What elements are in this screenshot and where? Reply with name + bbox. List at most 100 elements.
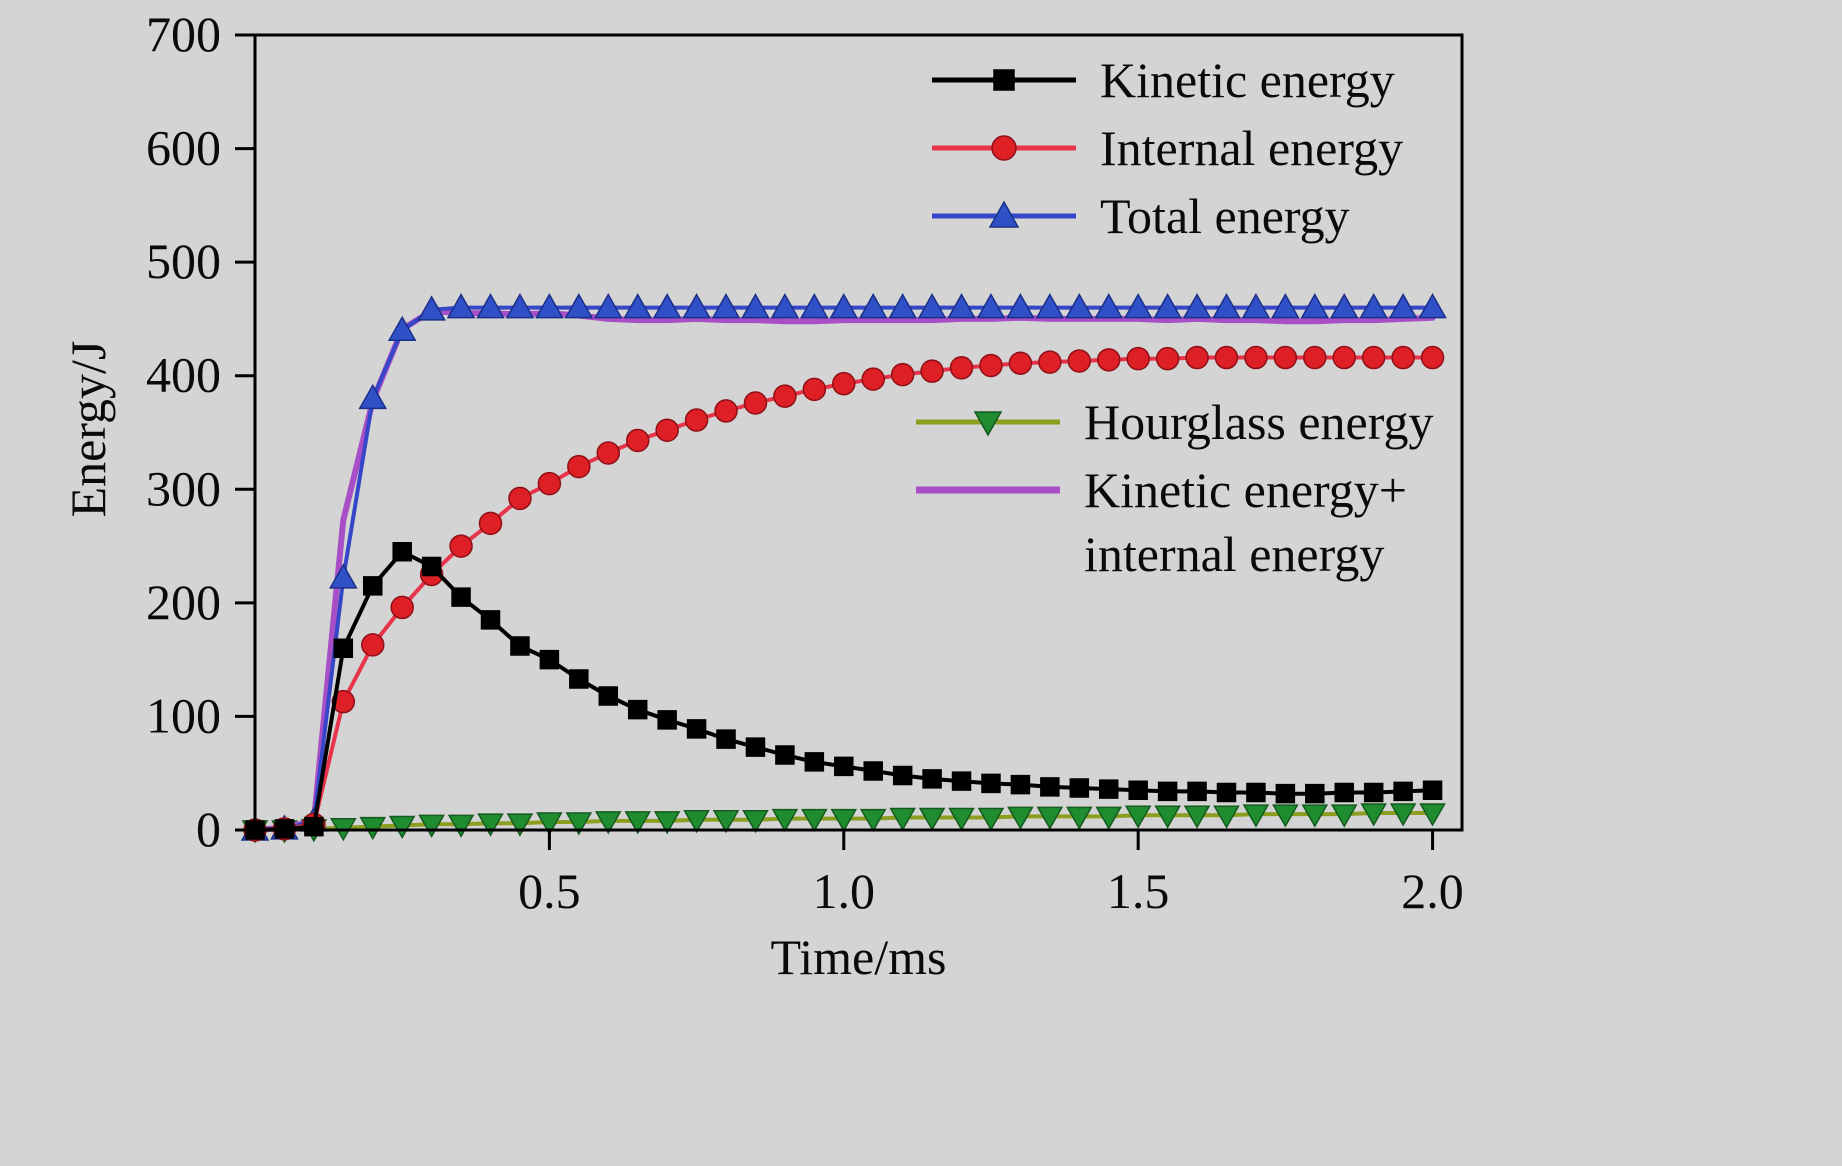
- x-tick-label: 2.0: [1401, 863, 1464, 919]
- y-tick-label: 300: [146, 460, 221, 516]
- series-marker-total: [505, 293, 535, 319]
- series-marker-total: [1153, 293, 1182, 319]
- series-marker-hourglass: [742, 810, 769, 834]
- series-marker-kinetic: [1246, 782, 1266, 803]
- series-marker-kinetic: [892, 765, 913, 786]
- circle-marker-icon: [991, 135, 1017, 161]
- y-tick-label: 400: [146, 347, 221, 403]
- series-marker-total: [1388, 293, 1418, 319]
- series-marker-kinetic: [1334, 782, 1354, 803]
- series-marker-total: [417, 295, 446, 321]
- series-marker-kinetic: [1069, 778, 1090, 798]
- y-tick-label: 0: [196, 801, 221, 857]
- x-tick-label: 0.5: [518, 863, 581, 919]
- series-marker-kinetic: [480, 610, 501, 630]
- series-marker-hourglass: [683, 810, 710, 834]
- series-marker-hourglass: [1036, 806, 1064, 830]
- legend-sample-total: [932, 200, 1076, 228]
- series-marker-hourglass: [1272, 804, 1299, 828]
- series-marker-kinetic: [1128, 780, 1148, 800]
- series-marker-hourglass: [1095, 806, 1123, 830]
- series-marker-total: [1271, 293, 1300, 319]
- series-marker-internal: [449, 534, 473, 558]
- series-marker-kinetic: [1157, 781, 1178, 802]
- x-tick-label: 1.0: [813, 863, 876, 919]
- legend-item-total: Total energy: [928, 182, 1403, 250]
- series-marker-total: [535, 293, 564, 319]
- series-marker-kinetic: [1305, 783, 1325, 804]
- series-marker-internal: [1420, 345, 1445, 370]
- series-marker-total: [593, 293, 623, 319]
- x-tick-label: 1.5: [1107, 863, 1170, 919]
- series-marker-kinetic: [569, 669, 589, 689]
- y-tick-label: 100: [146, 687, 221, 743]
- series-marker-kinetic: [392, 542, 412, 562]
- x-axis-label: Time/ms: [770, 929, 947, 985]
- series-marker-kinetic: [627, 699, 648, 720]
- legend-item-ki-line2: internal energy: [912, 524, 1434, 584]
- series-marker-total: [711, 293, 741, 319]
- series-marker-hourglass: [918, 807, 946, 832]
- series-marker-total: [770, 293, 800, 319]
- series-marker-kinetic: [686, 719, 707, 739]
- series-marker-internal: [596, 441, 621, 465]
- series-marker-hourglass: [1419, 803, 1446, 827]
- series-marker-total: [682, 293, 711, 319]
- series-marker-kinetic: [451, 587, 471, 607]
- series-marker-total: [446, 293, 476, 319]
- series-marker-total: [1418, 293, 1447, 319]
- series-marker-internal: [832, 371, 856, 396]
- series-marker-total: [1065, 293, 1094, 319]
- legend-item-label: Total energy: [1100, 188, 1350, 244]
- series-marker-kinetic: [716, 729, 736, 749]
- legend-item-label-continuation: internal energy: [1084, 526, 1385, 582]
- legend-item-label: Hourglass energy: [1084, 394, 1434, 450]
- series-marker-kinetic: [304, 816, 324, 837]
- y-axis-label: Energy/J: [60, 340, 116, 518]
- triangle-down-marker-icon: [973, 411, 1003, 437]
- series-marker-hourglass: [1065, 806, 1093, 830]
- series-marker-total: [564, 293, 594, 319]
- series-marker-internal: [861, 367, 885, 391]
- series-marker-hourglass: [1213, 805, 1240, 829]
- series-marker-hourglass: [1330, 804, 1358, 828]
- series-marker-hourglass: [948, 807, 975, 832]
- series-marker-hourglass: [1242, 804, 1270, 828]
- series-marker-internal: [567, 454, 591, 479]
- series-marker-kinetic: [539, 649, 560, 670]
- series-marker-internal: [1038, 350, 1062, 374]
- series-marker-hourglass: [359, 816, 387, 841]
- series-marker-total: [1300, 293, 1330, 319]
- series-marker-internal: [949, 356, 974, 380]
- series-marker-internal: [478, 511, 503, 536]
- series-marker-total: [329, 563, 358, 589]
- series-marker-internal: [361, 633, 385, 657]
- legend-item-ki: Kinetic energy+: [912, 456, 1434, 524]
- series-marker-kinetic: [1010, 774, 1031, 795]
- series-marker-kinetic: [363, 576, 383, 596]
- series-marker-hourglass: [1154, 805, 1181, 829]
- series-marker-internal: [1391, 345, 1415, 370]
- series-marker-kinetic: [981, 773, 1001, 794]
- series-marker-hourglass: [712, 810, 740, 834]
- series-marker-internal: [1185, 345, 1209, 370]
- series-marker-kinetic: [1187, 781, 1207, 802]
- series-marker-total: [623, 293, 652, 319]
- series-marker-kinetic: [1363, 782, 1384, 803]
- series-marker-total: [741, 293, 770, 319]
- series-marker-kinetic: [951, 771, 972, 791]
- legend-sample-hourglass: [916, 411, 1060, 437]
- series-marker-internal: [655, 418, 679, 442]
- legend-item-label: Kinetic energy: [1100, 52, 1395, 108]
- series-marker-hourglass: [624, 811, 651, 835]
- series-marker-total: [1006, 293, 1035, 319]
- series-marker-hourglass: [1360, 803, 1387, 827]
- series-marker-internal: [1303, 345, 1327, 370]
- series-marker-hourglass: [771, 808, 799, 833]
- series-marker-kinetic: [863, 761, 883, 781]
- series-marker-kinetic: [657, 710, 677, 730]
- series-marker-internal: [1096, 348, 1121, 372]
- legend-item-label: Kinetic energy+: [1084, 462, 1407, 518]
- series-marker-total: [829, 293, 859, 319]
